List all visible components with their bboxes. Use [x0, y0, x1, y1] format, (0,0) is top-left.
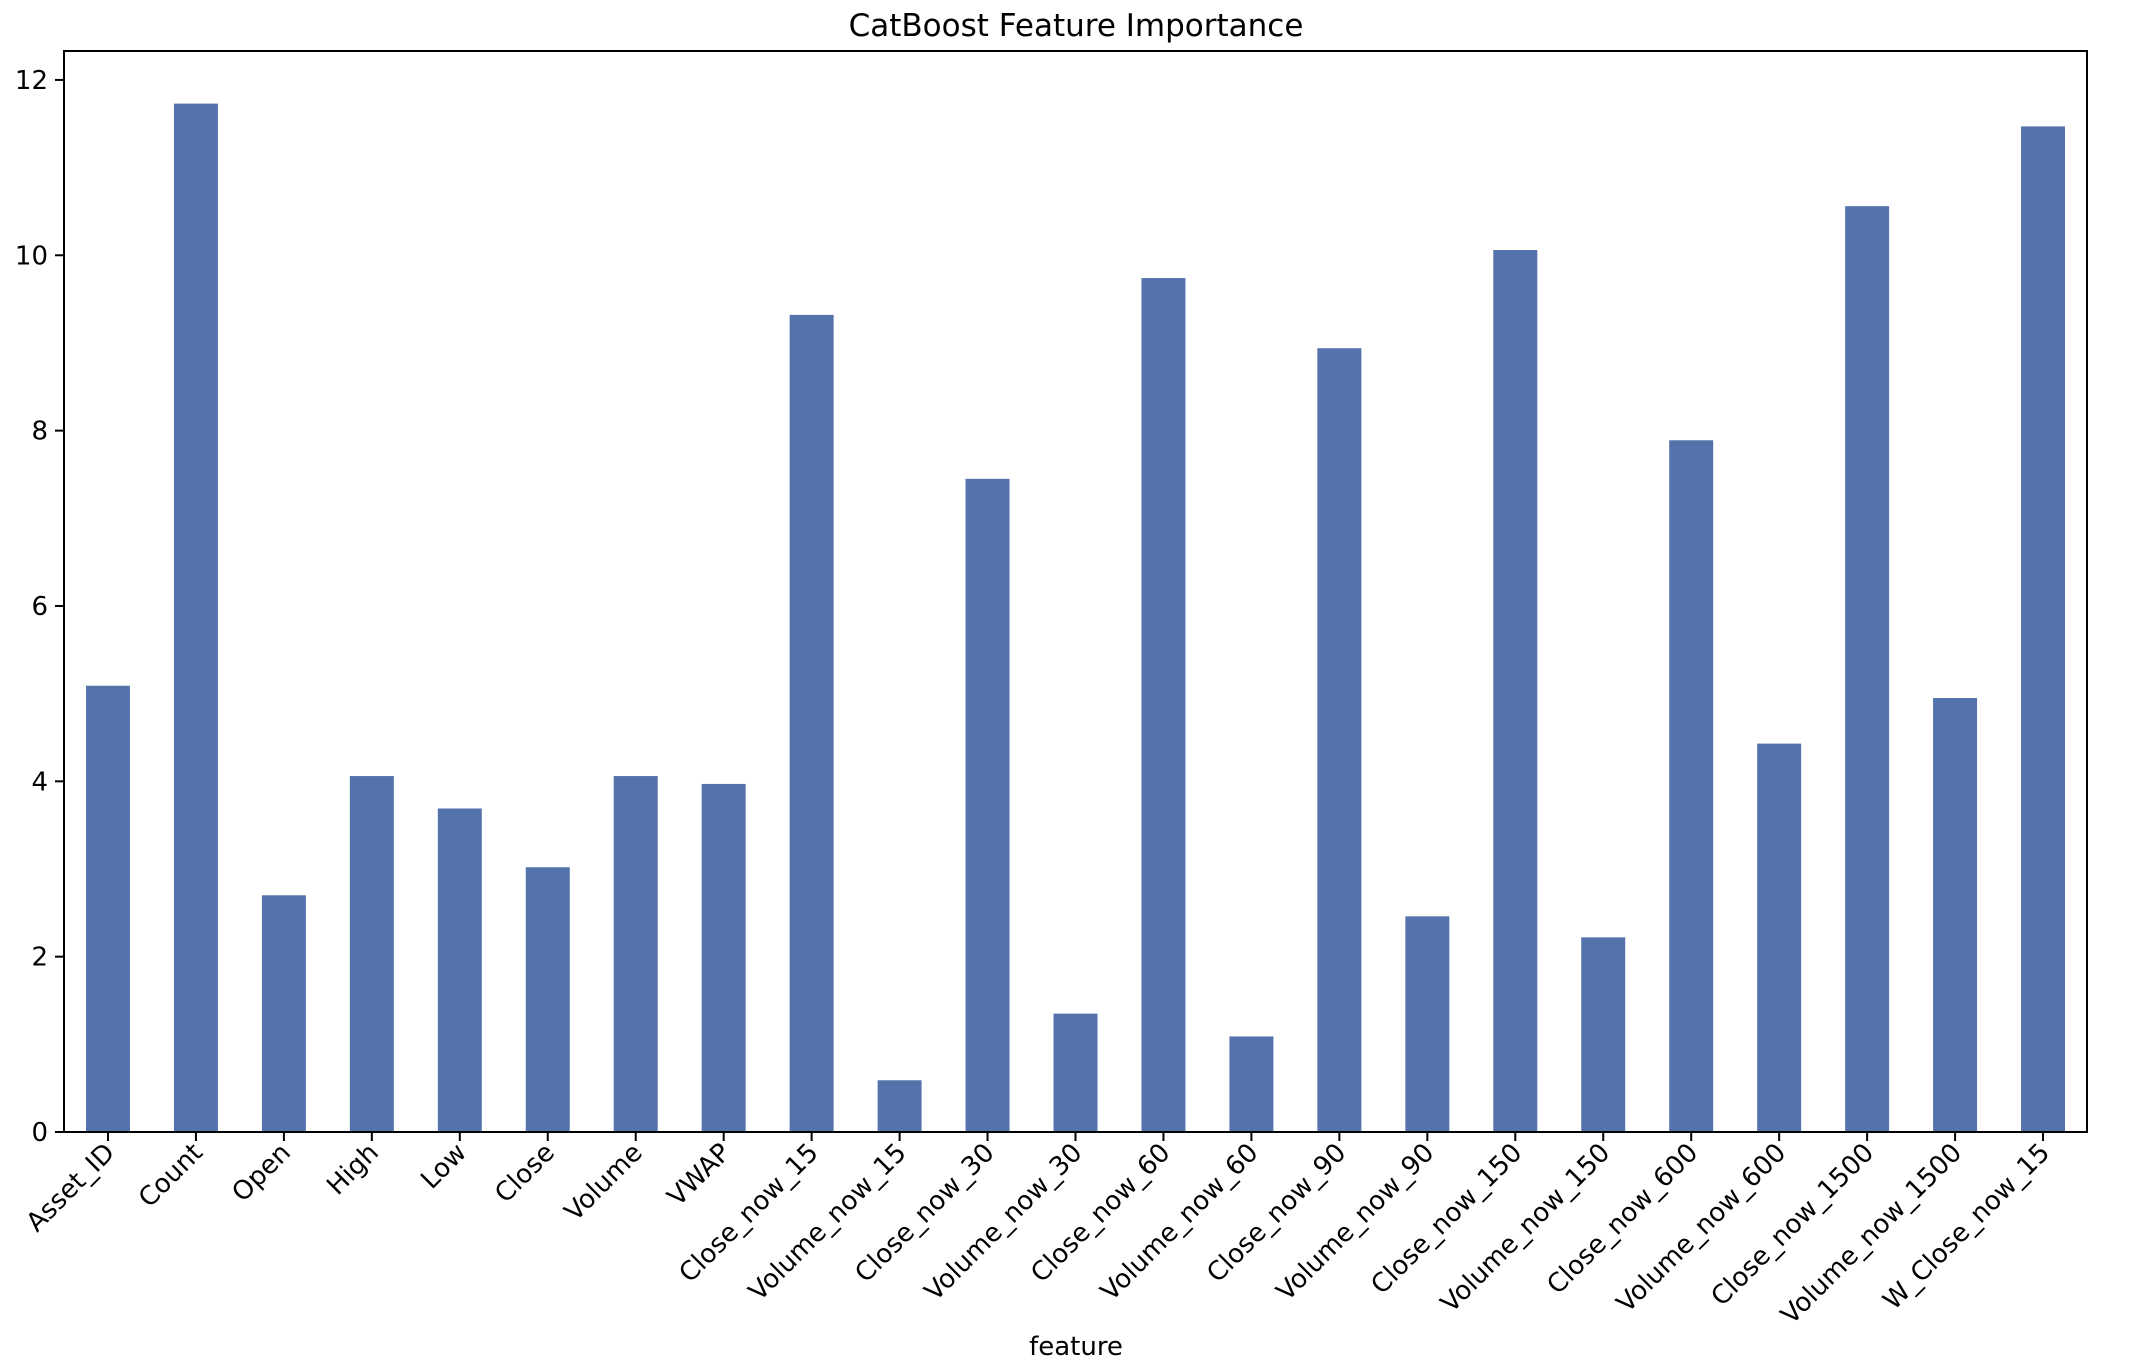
y-tick-label: 6 [31, 592, 48, 622]
x-tick-label: Volume_now_600 [1611, 1138, 1792, 1319]
bar-Volume_now_60 [1229, 1036, 1274, 1132]
x-tick-label: Volume_now_60 [1095, 1138, 1264, 1307]
bar-Close_now_60 [1141, 278, 1186, 1132]
y-tick-label: 10 [15, 241, 48, 271]
x-tick-label: Count [133, 1138, 209, 1214]
x-tick-label: Volume_now_30 [919, 1138, 1088, 1307]
bar-Close_now_1500 [1845, 206, 1890, 1132]
bars-group [85, 103, 2066, 1133]
bar-Volume_now_30 [1053, 1013, 1098, 1132]
y-tick-label: 12 [15, 66, 48, 96]
x-axis-label: feature [1029, 1332, 1123, 1362]
x-tick-label: Open [227, 1138, 297, 1208]
bar-W_Close_now_15 [2021, 126, 2066, 1132]
x-tick-label: Close_now_150 [1366, 1138, 1529, 1301]
y-tick-label: 0 [31, 1118, 48, 1148]
bar-Volume [613, 776, 658, 1132]
bar-Asset_ID [85, 685, 130, 1132]
y-tick-label: 8 [31, 417, 48, 447]
bar-Close_now_30 [965, 478, 1010, 1133]
bar-Volume_now_15 [877, 1080, 922, 1132]
bar-Volume_now_600 [1757, 743, 1802, 1132]
x-tick-label: W_Close_now_15 [1878, 1138, 2056, 1316]
bar-Low [437, 808, 482, 1132]
x-tick-label: Volume_now_90 [1271, 1138, 1440, 1307]
bar-Volume_now_1500 [1933, 698, 1978, 1132]
x-tick-label: High [321, 1138, 384, 1201]
bar-VWAP [701, 783, 746, 1132]
y-tick-label: 4 [31, 767, 48, 797]
x-tick-label: Low [415, 1138, 472, 1195]
x-tick-label: Asset_ID [21, 1138, 121, 1238]
x-tick-label: Volume_now_150 [1435, 1138, 1616, 1319]
bar-Count [173, 103, 218, 1133]
bar-Close_now_150 [1493, 250, 1538, 1132]
x-tick-label: Close [489, 1138, 560, 1209]
bar-Close_now_600 [1669, 440, 1714, 1132]
y-tick-label: 2 [31, 943, 48, 973]
bar-Open [261, 895, 306, 1132]
bar-Close_now_90 [1317, 348, 1362, 1133]
bar-Volume_now_150 [1581, 937, 1626, 1132]
x-tick-label: Volume [559, 1138, 649, 1228]
x-tick-label: Volume_now_15 [743, 1138, 912, 1307]
chart-title: CatBoost Feature Importance [849, 8, 1304, 44]
bar-Volume_now_90 [1405, 916, 1450, 1132]
bar-High [349, 776, 394, 1132]
y-axis: 0 2 4 6 8 10 12 [15, 66, 64, 1148]
x-tick-label: Close_now_1500 [1706, 1138, 1880, 1312]
x-tick-label: Close_now_600 [1541, 1138, 1704, 1301]
bar-Close_now_15 [789, 314, 834, 1132]
x-tick-label: VWAP [662, 1138, 737, 1213]
bar-Close [525, 867, 570, 1132]
